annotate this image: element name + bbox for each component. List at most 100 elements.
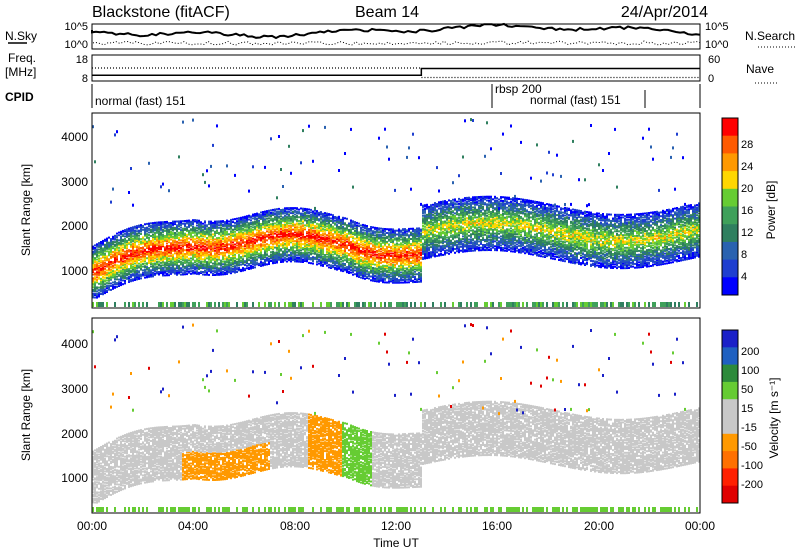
power-cell xyxy=(106,282,108,285)
power-cell xyxy=(208,246,210,248)
power-cell xyxy=(250,257,252,260)
power-cell xyxy=(96,271,98,274)
power-cell xyxy=(184,259,186,262)
power-cell xyxy=(176,225,178,228)
power-cell xyxy=(318,218,320,221)
power-cell xyxy=(274,256,276,259)
power-cell xyxy=(142,255,144,258)
power-cell xyxy=(114,244,116,247)
power-cell xyxy=(284,251,286,254)
power-cell xyxy=(180,224,182,227)
power-cell xyxy=(190,228,192,231)
power-cell xyxy=(202,258,204,261)
power-cell xyxy=(276,208,278,211)
power-cell xyxy=(180,257,182,260)
power-cell xyxy=(180,262,182,265)
power-cell xyxy=(162,255,164,258)
power-cell xyxy=(182,248,184,251)
power-cell xyxy=(238,246,240,249)
power-cell xyxy=(118,273,120,276)
power-cell xyxy=(190,252,192,255)
power-cell xyxy=(198,248,200,251)
power-cell xyxy=(342,259,344,262)
power-cell xyxy=(284,225,286,228)
power-cell xyxy=(268,259,270,262)
power-cell xyxy=(130,273,132,276)
power-cell xyxy=(260,249,262,252)
power-cell xyxy=(136,234,138,236)
power-cell xyxy=(152,243,154,246)
power-cell xyxy=(250,225,252,228)
power-cell xyxy=(242,234,244,236)
power-cell xyxy=(264,239,266,242)
power-cell xyxy=(180,231,182,234)
power-cell xyxy=(232,243,234,246)
power-cell xyxy=(278,239,280,242)
power-cell xyxy=(196,234,198,237)
power-cell xyxy=(102,284,104,287)
power-cell xyxy=(268,235,270,238)
power-cell xyxy=(258,222,260,225)
power-cell xyxy=(232,249,234,251)
power-cell xyxy=(188,302,190,307)
power-cell xyxy=(162,302,164,307)
power-cell xyxy=(246,226,248,229)
power-cell xyxy=(196,242,198,245)
power-cell xyxy=(118,249,120,252)
power-cell xyxy=(186,222,188,225)
power-cell xyxy=(100,263,102,266)
power-cell xyxy=(270,211,272,214)
power-cell xyxy=(184,220,186,222)
power-cell xyxy=(214,302,216,307)
power-cell xyxy=(102,270,104,273)
power-cell xyxy=(136,275,138,278)
power-cell xyxy=(116,235,118,238)
power-cell xyxy=(190,247,192,250)
power-cell xyxy=(170,251,172,254)
power-cell xyxy=(374,263,376,266)
power-cell xyxy=(108,277,110,280)
power-cell xyxy=(284,217,286,220)
power-cell xyxy=(134,256,136,259)
power-cell xyxy=(96,244,98,247)
power-cell xyxy=(216,224,218,227)
power-cell xyxy=(296,254,298,257)
power-cell xyxy=(148,228,150,231)
power-cell xyxy=(122,255,124,258)
power-cell xyxy=(142,236,144,239)
power-cell xyxy=(200,235,202,238)
power-cell xyxy=(208,220,210,223)
power-cell xyxy=(200,225,202,228)
power-cell xyxy=(248,250,250,253)
power-cell xyxy=(102,288,104,291)
power-cell xyxy=(100,285,102,288)
power-cell xyxy=(360,224,362,227)
power-cell xyxy=(258,256,260,259)
power-cell xyxy=(232,257,234,260)
power-cell xyxy=(286,254,288,257)
power-cell xyxy=(132,273,134,276)
power-cell xyxy=(364,243,366,246)
power-cell xyxy=(250,259,252,262)
power-cell xyxy=(234,251,236,254)
power-cell xyxy=(340,268,342,271)
power-cell xyxy=(176,233,178,236)
power-cell xyxy=(114,238,116,241)
power-cell xyxy=(268,224,270,227)
power-cell xyxy=(182,227,184,230)
power-cell xyxy=(116,254,118,257)
power-cell xyxy=(98,295,100,298)
freq-unit-label: [MHz] xyxy=(5,65,36,79)
power-cell xyxy=(170,233,172,236)
power-cell xyxy=(176,247,178,250)
power-cell xyxy=(94,266,96,268)
power-cell xyxy=(272,219,274,221)
power-cell xyxy=(190,253,192,256)
power-cell xyxy=(246,229,248,232)
power-cell xyxy=(270,230,272,233)
power-cell xyxy=(278,242,280,245)
power-cell xyxy=(214,267,216,270)
power-cell xyxy=(292,247,294,250)
power-cell xyxy=(212,244,214,247)
power-cell xyxy=(218,242,220,244)
